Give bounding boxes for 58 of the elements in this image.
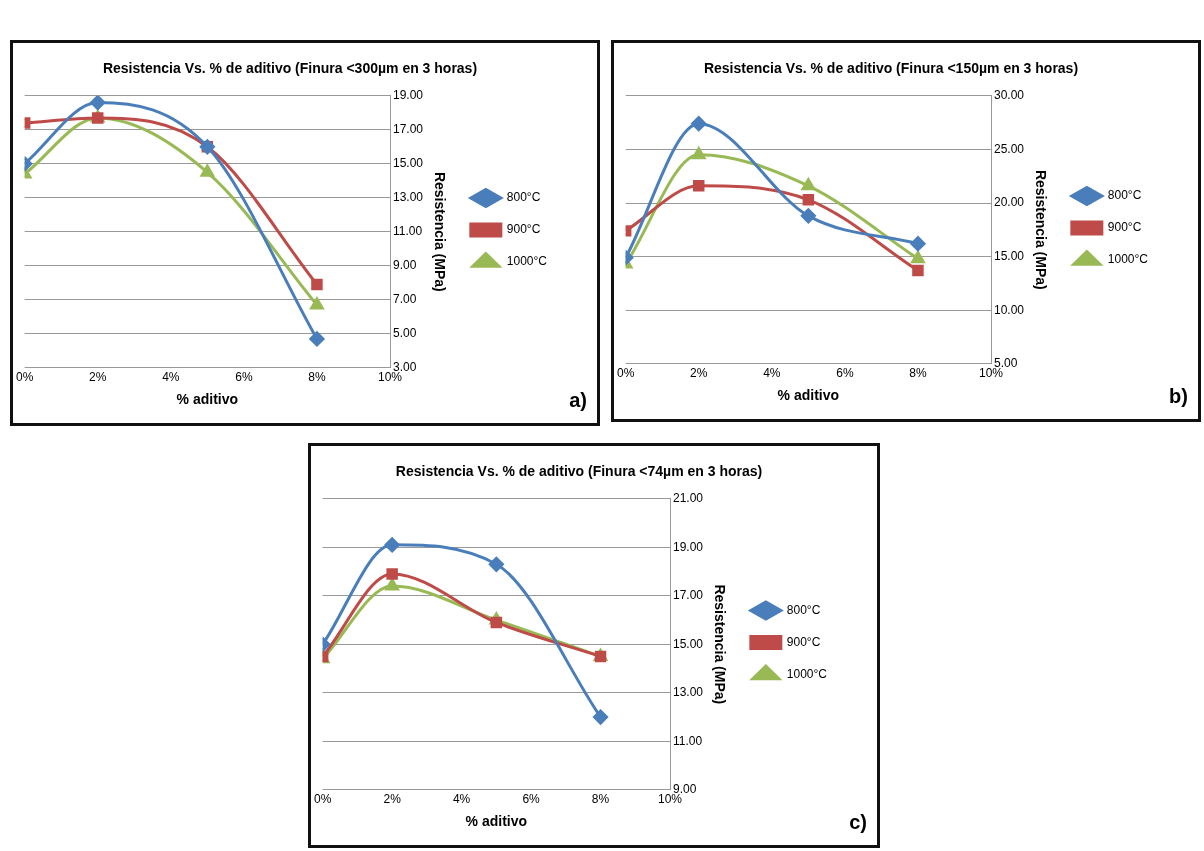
- x-tick-label: 8%: [591, 792, 610, 807]
- legend-label: 800°C: [506, 190, 541, 205]
- y-axis-title: Resistencia (MPa): [431, 171, 448, 292]
- y-tick-label: 11.00: [393, 224, 423, 239]
- x-tick-label: 4%: [162, 370, 180, 385]
- legend-label: 800°C: [786, 602, 821, 617]
- y-tick-label: 13.00: [673, 685, 704, 700]
- y-tick-label: 20.00: [994, 195, 1025, 210]
- y-tick-label: 15.00: [393, 156, 424, 171]
- y-tick-label: 21.00: [673, 491, 704, 506]
- x-tick-label: 4%: [452, 792, 471, 807]
- legend-label: 1000°C: [786, 666, 828, 681]
- x-tick-label: 6%: [522, 792, 541, 807]
- x-tick-label: 10%: [657, 792, 683, 807]
- legend-label: 1000°C: [506, 254, 548, 269]
- x-tick-label: 0%: [617, 366, 635, 381]
- text: a): [569, 388, 587, 411]
- x-tick-label: 2%: [690, 366, 708, 381]
- y-axis-title: Resistencia (MPa): [1032, 169, 1049, 290]
- text: b): [1169, 384, 1188, 407]
- legend-label: 900°C: [506, 222, 541, 237]
- y-tick-label: 19.00: [673, 539, 704, 554]
- text: c): [849, 810, 867, 833]
- y-tick-label: 17.00: [393, 122, 424, 137]
- y-axis-title: Resistencia (MPa): [711, 584, 728, 705]
- chart-title: Resistencia Vs. % de aditivo (Finura <150µm en 3 horas): [703, 60, 1079, 77]
- y-tick-label: 5.00: [393, 326, 417, 341]
- legend-label: 800°C: [1107, 188, 1142, 203]
- legend-label: 1000°C: [1107, 252, 1149, 267]
- x-tick-label: 0%: [314, 792, 332, 807]
- x-axis-title: % aditivo: [777, 387, 840, 404]
- y-tick-label: 19.00: [393, 88, 424, 103]
- x-axis-title: % aditivo: [176, 391, 239, 408]
- y-tick-label: 9.00: [393, 258, 417, 273]
- x-tick-label: 6%: [235, 370, 253, 385]
- x-tick-label: 8%: [308, 370, 326, 385]
- y-tick-label: 7.00: [393, 292, 417, 307]
- y-tick-label: 25.00: [994, 141, 1025, 156]
- y-tick-label: 10.00: [994, 302, 1025, 317]
- x-axis-title: % aditivo: [465, 813, 528, 830]
- y-tick-label: 15.00: [994, 248, 1025, 263]
- y-tick-label: 30.00: [994, 88, 1025, 103]
- y-tick-label: 13.00: [393, 190, 424, 205]
- legend-label: 900°C: [786, 634, 821, 649]
- x-tick-label: 4%: [763, 366, 781, 381]
- x-tick-label: 10%: [978, 366, 1004, 381]
- x-tick-label: 2%: [383, 792, 402, 807]
- x-tick-label: 10%: [377, 370, 403, 385]
- x-tick-label: 2%: [89, 370, 107, 385]
- chart-title: Resistencia Vs. % de aditivo (Finura <300µm en 3 horas): [102, 60, 478, 77]
- y-tick-label: 11.00: [673, 733, 703, 748]
- y-tick-label: 17.00: [673, 588, 704, 603]
- x-tick-label: 0%: [16, 370, 34, 385]
- y-tick-label: 15.00: [673, 636, 704, 651]
- chart-title: Resistencia Vs. % de aditivo (Finura <74µm en 3 horas): [395, 463, 763, 480]
- legend-label: 900°C: [1107, 220, 1142, 235]
- x-tick-label: 8%: [909, 366, 927, 381]
- x-tick-label: 6%: [836, 366, 854, 381]
